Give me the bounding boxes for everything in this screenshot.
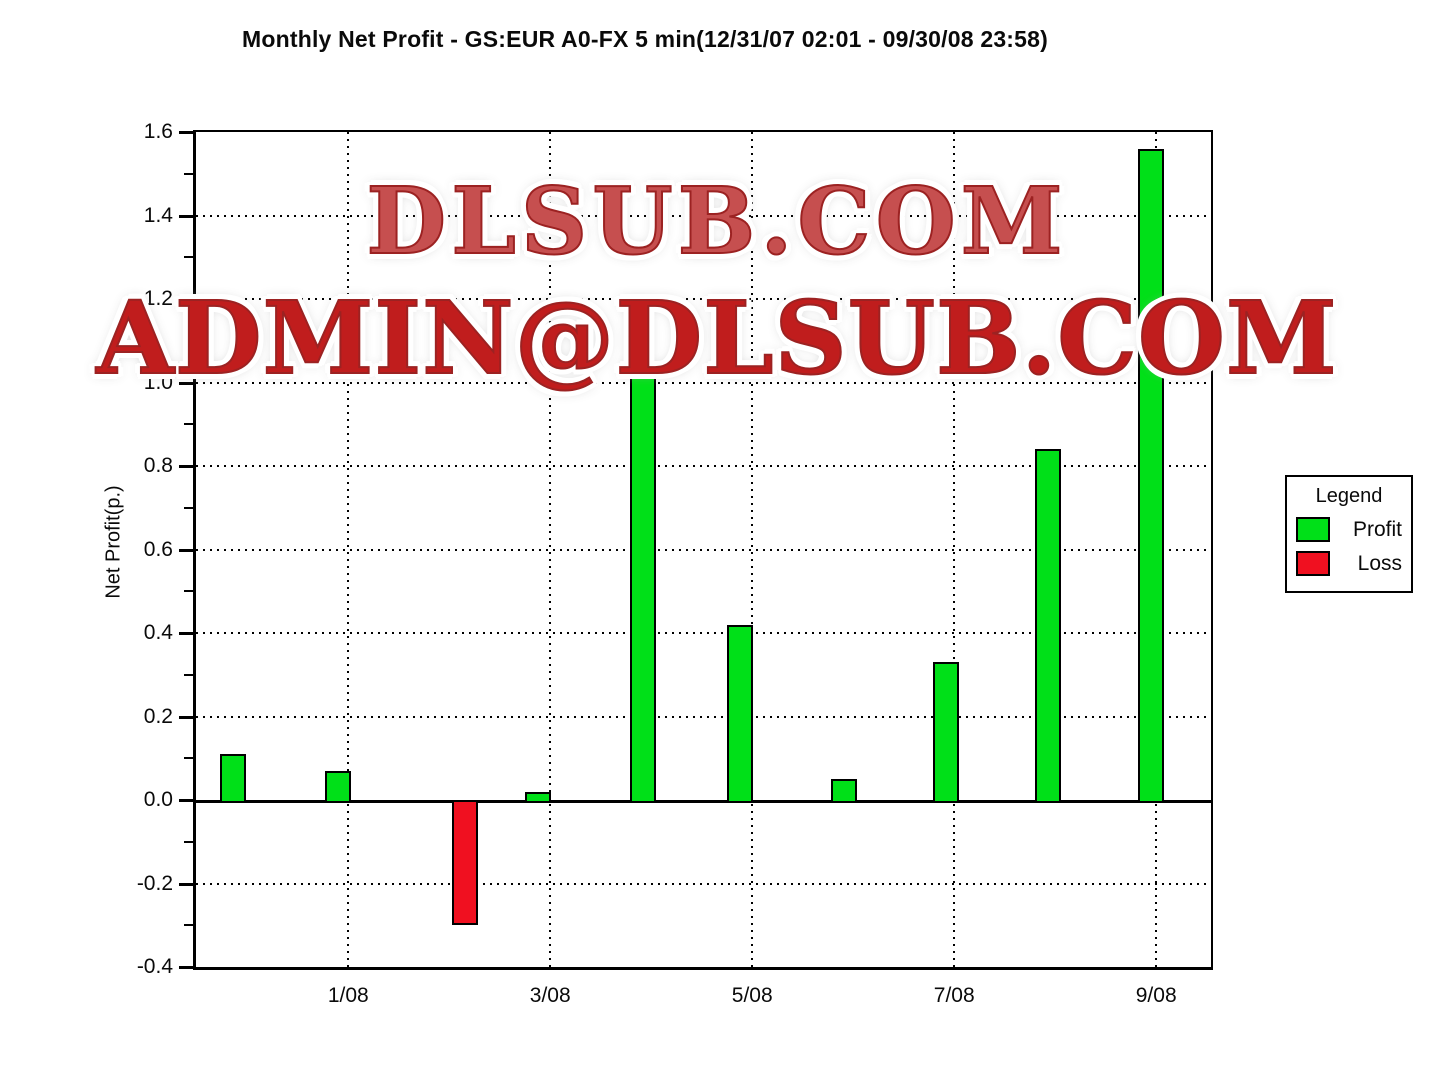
y-axis-minor-tick (184, 172, 193, 175)
x-gridline (549, 132, 552, 967)
legend-item-label: Profit (1352, 517, 1402, 541)
y-axis-minor-tick (184, 506, 193, 509)
legend-title: Legend (1315, 485, 1383, 507)
y-axis-minor-tick (184, 339, 193, 342)
legend-item-loss: Loss (1287, 551, 1411, 576)
bar-7/08 (933, 662, 960, 803)
y-axis-tick-label: -0.2 (136, 871, 173, 895)
bar-5/08 (727, 624, 754, 803)
legend: Legend Profit Loss (1285, 475, 1413, 593)
y-gridline (196, 548, 1211, 551)
y-axis-minor-tick (184, 256, 193, 259)
y-axis-tick-label: 0.4 (143, 621, 173, 644)
y-axis-major-tick (179, 715, 193, 719)
x-gridline (751, 132, 754, 967)
x-axis-tick-label: 9/08 (1135, 984, 1177, 1007)
x-axis-tick-label: 3/08 (529, 984, 571, 1007)
y-axis-major-tick (179, 632, 193, 635)
y-axis-tick-label: 0.2 (143, 704, 173, 728)
y-gridline (196, 381, 1211, 384)
y-gridline (196, 715, 1211, 718)
x-gridline (347, 132, 350, 967)
chart-title: Monthly Net Profit - GS:EUR A0-FX 5 min(… (241, 26, 1049, 52)
bar-8/08 (1034, 449, 1061, 803)
y-axis-minor-tick (184, 590, 193, 593)
bar-9/08 (1138, 148, 1165, 803)
profit-swatch-icon (1296, 517, 1330, 542)
y-axis-tick-label: 1.0 (143, 370, 173, 394)
y-axis-major-tick (179, 799, 193, 802)
x-axis-tick-label: 1/08 (327, 984, 369, 1007)
y-axis-major-tick (179, 381, 193, 385)
y-axis-tick-label: 1.2 (143, 287, 173, 310)
y-axis-minor-tick (184, 840, 193, 843)
legend-item-label: Loss (1357, 551, 1402, 575)
y-axis-minor-tick (184, 757, 193, 760)
y-axis-major-tick (179, 882, 193, 886)
y-gridline (196, 465, 1211, 467)
y-axis-major-tick (179, 131, 193, 134)
y-axis-major-tick (179, 966, 193, 969)
y-axis-minor-tick (184, 924, 193, 927)
bar-1/08 (325, 770, 352, 803)
y-axis-minor-tick (184, 673, 193, 676)
y-axis-major-tick (179, 465, 193, 468)
watermark-line2: ADMIN@DLSUB.COM (95, 279, 1338, 397)
bar-3/08 (525, 791, 552, 803)
y-axis-minor-tick (184, 423, 193, 426)
x-axis-tick-label: 7/08 (933, 984, 975, 1007)
loss-swatch-icon (1296, 551, 1330, 576)
legend-item-profit: Profit (1287, 517, 1411, 542)
y-gridline (196, 214, 1211, 217)
y-gridline (196, 882, 1211, 885)
bar-4/08 (629, 369, 656, 803)
y-axis-tick-label: 0.0 (143, 788, 173, 811)
y-axis-tick-label: 1.4 (143, 203, 173, 227)
x-gridline (953, 132, 956, 967)
y-gridline (196, 298, 1211, 300)
bar-2/08 (451, 800, 478, 926)
plot-area: 1.6 1.4 1.2 1.0 0.8 0.6 0.4 0.2 0.0 -0.2 -0.4 1/08 3… (137, 121, 1213, 1007)
y-axis-major-tick (179, 298, 193, 301)
y-axis-tick-label: -0.4 (136, 955, 173, 978)
legend-rows: Profit Loss (1287, 517, 1411, 576)
bar-6/08 (830, 779, 857, 803)
y-axis-major-tick (179, 214, 193, 218)
y-axis-major-tick (179, 548, 193, 552)
y-axis-tick-label: 0.6 (143, 537, 173, 561)
y-gridline (196, 632, 1211, 634)
y-axis-tick-label: 0.8 (143, 454, 173, 477)
watermark-line1: DLSUB.COM (365, 167, 1068, 275)
bar-12/07 (219, 754, 246, 803)
y-axis-tick-label: 1.6 (143, 120, 173, 143)
x-axis-tick-label: 5/08 (731, 984, 773, 1007)
zero-line (196, 800, 1211, 803)
